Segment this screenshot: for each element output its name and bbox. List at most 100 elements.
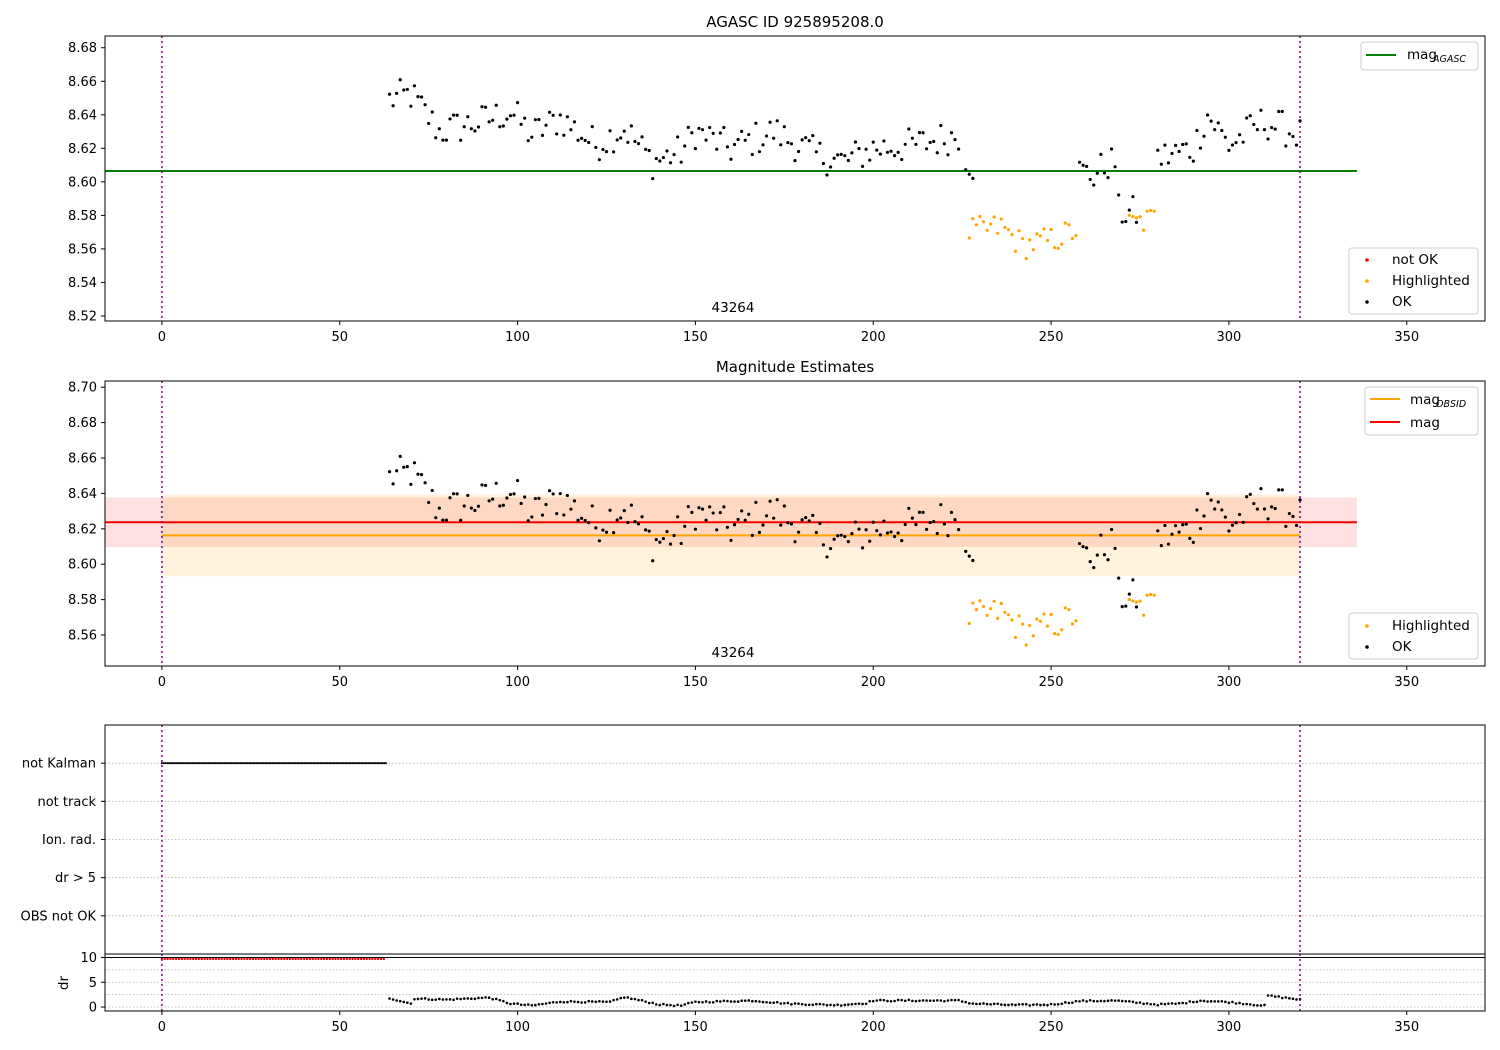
dr-ok-point <box>697 1000 701 1004</box>
highlighted-point <box>1021 236 1025 241</box>
ok-point <box>971 176 975 180</box>
dr-ok-point <box>1113 999 1117 1002</box>
flag-point <box>326 762 329 765</box>
dr-ok-point <box>694 1000 697 1003</box>
ok-point <box>1237 512 1242 517</box>
ok-point <box>846 158 850 163</box>
ok-point <box>451 113 456 117</box>
flag-point <box>361 762 364 765</box>
dr-ok-point <box>960 1000 964 1003</box>
flag-point <box>294 762 297 765</box>
ok-point <box>562 513 566 517</box>
flag-point <box>343 762 347 765</box>
dr-ok-point <box>918 999 921 1003</box>
dr-ok-point <box>950 998 953 1002</box>
ok-point <box>800 518 804 522</box>
y-tick-label: 8.60 <box>68 558 97 573</box>
ok-point <box>718 131 722 135</box>
ok-point <box>921 131 925 135</box>
ok-point <box>764 514 769 518</box>
ok-point <box>583 518 587 523</box>
y-tick-label: 8.64 <box>68 487 97 502</box>
dr-ok-point <box>1017 1003 1021 1006</box>
highlighted-point <box>1131 215 1135 219</box>
ok-point <box>544 502 548 507</box>
highlighted-point <box>1017 614 1021 618</box>
ok-point <box>711 131 715 136</box>
ok-point <box>644 528 648 532</box>
dr-not-ok-point <box>220 957 223 961</box>
dr-ok-point <box>832 1004 836 1007</box>
dr-ok-point <box>669 1003 672 1007</box>
highlighted-point <box>1049 227 1053 232</box>
x-tick-label: 350 <box>1394 330 1419 345</box>
dr-ok-point <box>416 997 420 1001</box>
dr-not-ok-point <box>325 957 329 961</box>
dr-ok-point <box>932 999 936 1002</box>
dr-ok-point <box>1227 1001 1231 1005</box>
ok-point <box>704 138 708 142</box>
dr-not-ok-point <box>362 957 366 961</box>
ok-point <box>547 489 552 493</box>
dr-ok-point <box>1124 999 1128 1003</box>
ok-point <box>619 136 623 140</box>
highlighted-point <box>981 220 986 224</box>
ok-point <box>1273 506 1277 511</box>
ok-point <box>565 115 569 119</box>
x-tick-label: 100 <box>505 1020 530 1035</box>
ok-point <box>583 138 587 143</box>
ok-point <box>505 496 509 500</box>
dr-not-ok-point <box>209 957 212 961</box>
ok-point <box>860 164 865 168</box>
ok-point <box>939 503 943 507</box>
dr-ok-point <box>886 999 889 1003</box>
flag-point <box>310 762 313 765</box>
ok-point <box>740 129 744 133</box>
panel-1-annotation: 43264 <box>712 300 755 316</box>
dr-ok-point <box>601 1000 605 1003</box>
ok-point <box>793 158 797 163</box>
dr-ok-point <box>580 1001 583 1004</box>
ok-point <box>676 135 680 139</box>
ok-point <box>729 538 733 542</box>
ok-point <box>1106 558 1110 562</box>
flag-point <box>260 762 263 765</box>
y-tick-label: 8.62 <box>68 142 97 157</box>
ok-point <box>853 520 858 524</box>
dr-ok-point <box>477 996 480 1000</box>
dr-not-ok-point <box>337 957 340 961</box>
highlighted-point <box>1060 242 1064 246</box>
dr-ok-point <box>864 1002 868 1006</box>
highlighted-point <box>1042 612 1046 616</box>
ok-point <box>1287 132 1291 136</box>
ok-point <box>636 142 641 146</box>
ok-point <box>1223 135 1227 139</box>
dr-ok-point <box>711 1001 715 1004</box>
dr-ok-point <box>562 1000 566 1004</box>
flag-point <box>267 762 270 765</box>
flag-point <box>365 762 368 765</box>
dr-ok-point <box>900 998 904 1002</box>
ok-point <box>1287 511 1291 516</box>
ok-point <box>1124 219 1128 224</box>
dr-ok-point <box>719 1000 722 1003</box>
flag-point <box>162 762 165 765</box>
flag-category-label: not track <box>37 795 96 810</box>
ok-point <box>836 153 840 157</box>
ok-point <box>736 517 740 522</box>
dr-ok-point <box>1256 1004 1259 1007</box>
dr-ok-point <box>1199 999 1202 1003</box>
dr-not-ok-point <box>211 957 215 961</box>
y-tick-label: 8.60 <box>68 175 97 190</box>
flag-point <box>333 762 336 765</box>
ok-point <box>633 520 637 524</box>
dr-ok-point <box>793 1002 797 1005</box>
dr-ok-point <box>1039 1003 1042 1007</box>
x-tick-label: 200 <box>861 330 886 345</box>
ok-point <box>579 516 584 520</box>
ok-point <box>786 521 790 525</box>
dr-ok-point <box>975 1002 978 1006</box>
ok-point <box>1248 114 1252 118</box>
x-tick-label: 200 <box>861 675 886 690</box>
ok-point <box>789 142 794 146</box>
